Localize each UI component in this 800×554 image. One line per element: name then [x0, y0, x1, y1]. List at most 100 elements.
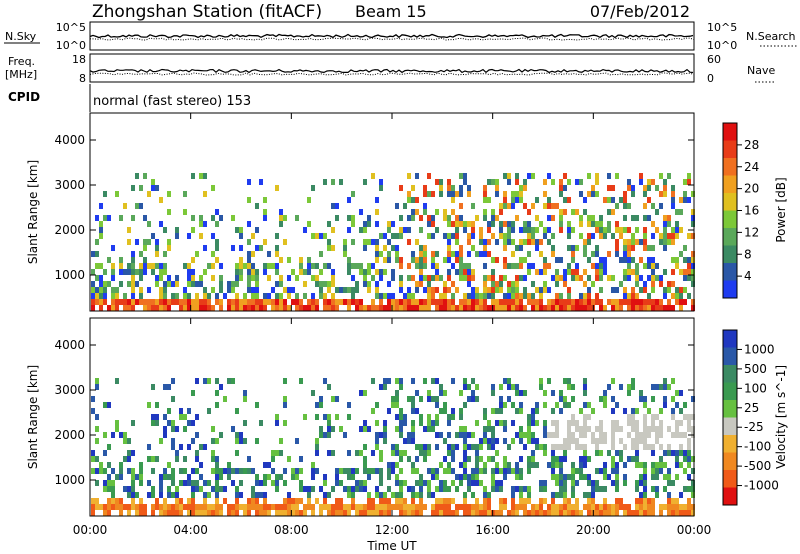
velocity-cell: [575, 444, 579, 450]
velocity-cell: [499, 504, 503, 510]
velocity-cell: [403, 510, 407, 516]
power-cell: [603, 269, 607, 275]
velocity-cell: [411, 420, 415, 426]
velocity-cell: [119, 474, 123, 480]
power-cell: [423, 185, 427, 191]
power-cell: [239, 227, 243, 233]
power-cell: [315, 233, 319, 239]
velocity-cell: [483, 438, 487, 444]
velocity-cell: [691, 468, 695, 474]
velocity-cell: [647, 432, 651, 438]
power-cell: [459, 215, 463, 221]
power-cell: [423, 299, 427, 305]
power-cell: [411, 275, 415, 281]
velocity-cell: [555, 426, 559, 432]
power-cell: [459, 263, 463, 269]
power-cell: [691, 305, 695, 311]
power-cell: [435, 179, 439, 185]
velocity-cell: [647, 444, 651, 450]
velocity-cell: [451, 414, 455, 420]
power-cell: [323, 299, 327, 305]
power-cell: [211, 275, 215, 281]
velocity-cell: [415, 456, 419, 462]
velocity-cell: [671, 450, 675, 456]
velocity-cell: [335, 504, 339, 510]
power-cell: [603, 197, 607, 203]
power-cell: [491, 287, 495, 293]
power-cell: [431, 275, 435, 281]
power-cell: [279, 221, 283, 227]
velocity-cell: [187, 408, 191, 414]
velocity-cell: [595, 486, 599, 492]
velocity-cell: [187, 510, 191, 516]
power-cell: [271, 305, 275, 311]
power-cell: [515, 299, 519, 305]
power-cell: [463, 275, 467, 281]
velocity-cell: [171, 480, 175, 486]
velocity-cell: [291, 474, 295, 480]
power-cell: [99, 221, 103, 227]
power-cell: [499, 299, 503, 305]
velocity-cell: [391, 504, 395, 510]
power-cell: [159, 293, 163, 299]
velocity-cell: [495, 486, 499, 492]
velocity-cell: [203, 510, 207, 516]
power-cell: [491, 281, 495, 287]
velocity-cell: [107, 510, 111, 516]
power-cell: [651, 221, 655, 227]
power-cell: [667, 215, 671, 221]
velocity-cell: [259, 510, 263, 516]
velocity-cell: [579, 444, 583, 450]
power-cell: [199, 215, 203, 221]
power-cell: [427, 287, 431, 293]
power-cell: [667, 281, 671, 287]
power-cell: [663, 245, 667, 251]
velocity-cell: [587, 426, 591, 432]
power-cell: [543, 179, 547, 185]
power-cell: [343, 299, 347, 305]
velocity-cell: [347, 486, 351, 492]
power-cell: [447, 221, 451, 227]
velocity-cell: [495, 480, 499, 486]
power-cell: [687, 275, 691, 281]
power-cell: [535, 197, 539, 203]
velocity-cell: [391, 396, 395, 402]
velocity-cell: [447, 444, 451, 450]
velocity-cell: [219, 474, 223, 480]
power-cell: [411, 251, 415, 257]
power-cell: [551, 251, 555, 257]
power-cell: [623, 275, 627, 281]
velocity-cell: [647, 510, 651, 516]
power-cell: [647, 275, 651, 281]
velocity-cell: [559, 504, 563, 510]
power-cell: [511, 287, 515, 293]
velocity-cell: [243, 504, 247, 510]
nsky-panel: N.Sky 10^5 10^0 10^5 10^0 N.Search: [4, 21, 797, 52]
velocity-cell: [547, 510, 551, 516]
power-cell: [647, 257, 651, 263]
velocity-cell: [415, 510, 419, 516]
power-cell: [499, 305, 503, 311]
power-cell: [651, 305, 655, 311]
power-cell: [119, 299, 123, 305]
power-cell: [611, 209, 615, 215]
velocity-cell: [487, 444, 491, 450]
power-cell: [459, 191, 463, 197]
power-cell: [407, 239, 411, 245]
velocity-cell: [247, 504, 251, 510]
power-cell: [683, 257, 687, 263]
power-cell: [647, 197, 651, 203]
velocity-cell: [635, 510, 639, 516]
power-cell: [135, 281, 139, 287]
power-cell: [99, 281, 103, 287]
power-cell: [551, 275, 555, 281]
power-cell: [435, 269, 439, 275]
power-cell: [159, 287, 163, 293]
velocity-cell: [123, 504, 127, 510]
velocity-cell: [411, 438, 415, 444]
velocity-cell: [431, 420, 435, 426]
power-cell: [483, 293, 487, 299]
velocity-cell: [575, 498, 579, 504]
power-cell: [131, 305, 135, 311]
